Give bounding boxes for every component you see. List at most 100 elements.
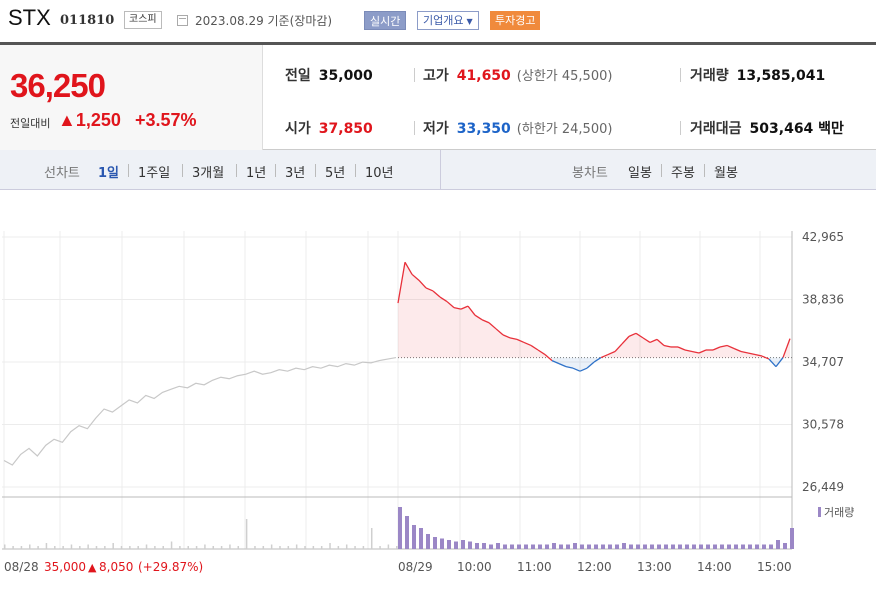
volume-bar: [419, 528, 423, 549]
x-axis: 08/29 10:00 11:00 12:00 13:00 14:00 15:00: [398, 560, 792, 574]
volume-bar: [629, 544, 633, 549]
volume-bar: [187, 546, 189, 549]
volume-bar: [270, 544, 273, 549]
volume-bar: [279, 546, 281, 549]
area-segment: [573, 357, 580, 372]
area-segment: [636, 333, 643, 358]
price-segment: [614, 343, 623, 352]
volume-bar: [12, 546, 14, 549]
prev-day-close: 35,000: [44, 560, 86, 574]
price-segment: [586, 361, 595, 369]
area-segment: [566, 357, 573, 369]
volume-bar: [37, 546, 39, 549]
volume-legend-swatch: [818, 507, 821, 517]
price-segment: [740, 350, 749, 354]
open-price: 시가 37,850: [285, 118, 373, 138]
volume-bar: [671, 544, 675, 549]
divider: [680, 68, 681, 82]
volume-bar: [104, 546, 106, 549]
volume-bar: [195, 546, 198, 549]
price-segment: [397, 262, 406, 304]
volume-bar: [433, 537, 437, 549]
price-segment: [677, 346, 686, 351]
prev-day-summary: 08/28 35,000 ▲ 8,050 (+29.87%): [4, 560, 203, 574]
volume-bar: [154, 546, 156, 549]
volume-bar: [20, 546, 23, 549]
triangle-down-icon: ▼: [466, 17, 473, 26]
area-segment: [447, 301, 454, 358]
volume-bar: [608, 544, 612, 549]
tab-monthly[interactable]: 월봉: [714, 166, 738, 181]
realtime-button[interactable]: 실시간: [364, 11, 407, 30]
tab-3m[interactable]: 3개월: [192, 166, 225, 181]
volume-bar: [112, 543, 114, 549]
volume: 거래량 13,585,041: [690, 65, 825, 85]
price-segment: [474, 314, 483, 321]
divider: [440, 150, 441, 190]
volume-bar: [755, 544, 759, 549]
volume-bar: [601, 544, 605, 549]
area-segment: [664, 345, 671, 358]
area-segment: [426, 287, 433, 358]
divider: [275, 164, 276, 177]
volume-bar: [426, 534, 430, 549]
open-label: 시가: [285, 121, 311, 137]
volume-bar: [320, 546, 323, 549]
price-segment: [544, 354, 553, 362]
volume-bar: [650, 544, 654, 549]
tab-5y[interactable]: 5년: [325, 166, 346, 181]
price-segment: [719, 344, 728, 348]
area-segment: [629, 333, 636, 358]
prev-close-label: 전일: [285, 68, 311, 84]
open-value: 37,850: [318, 121, 373, 137]
volume-bar: [461, 540, 465, 549]
tab-1y[interactable]: 1년: [246, 166, 267, 181]
tab-10y[interactable]: 10년: [365, 166, 394, 181]
area-segment: [657, 339, 664, 358]
price-segment: [733, 347, 742, 353]
high-value: 41,650: [456, 68, 511, 84]
volume-bar: [229, 544, 231, 549]
price-segment: [488, 322, 497, 330]
price-segment: [565, 366, 574, 369]
volume-bar: [587, 544, 591, 549]
volume-bar: [287, 546, 290, 549]
tab-3y[interactable]: 3년: [285, 166, 306, 181]
company-overview-dropdown[interactable]: 기업개요 ▼: [417, 11, 479, 30]
volume-bar: [489, 544, 493, 549]
volume-bar: [699, 544, 703, 549]
area-segment: [489, 322, 496, 358]
volume-bar: [580, 544, 584, 549]
divider: [661, 164, 662, 177]
price-segment: [656, 338, 665, 346]
price-box: 36,250 전일대비 ▲1,250 +3.57%: [0, 45, 263, 150]
area-segment: [461, 306, 468, 358]
company-overview-label: 기업개요: [423, 14, 464, 27]
tab-1d[interactable]: 1일: [98, 166, 120, 181]
area-segment: [419, 280, 426, 358]
prev-day-line: [3, 356, 397, 466]
volume-bar: [129, 546, 131, 549]
price-segment: [635, 332, 644, 339]
tab-daily[interactable]: 일봉: [628, 166, 652, 181]
area-segment: [615, 343, 622, 358]
volume-bar: [220, 546, 223, 549]
calendar-icon: [177, 15, 188, 26]
volume-bar: [615, 544, 619, 549]
volume-bar: [95, 546, 98, 549]
volume-bar: [552, 543, 556, 549]
divider: [315, 164, 316, 177]
area-segment: [699, 349, 706, 358]
volume-bar: [769, 544, 773, 549]
x-tick-label: 10:00: [457, 560, 492, 574]
tab-1w[interactable]: 1주일: [138, 166, 171, 181]
price-segment: [558, 363, 567, 368]
y-tick-label: 38,836: [802, 293, 844, 307]
divider: [414, 68, 415, 82]
volume-bar: [559, 544, 563, 549]
investment-warning-badge[interactable]: 투자경고: [490, 11, 541, 30]
lower-limit: (하한가 24,500): [516, 122, 613, 137]
tab-weekly[interactable]: 주봉: [671, 166, 695, 181]
volume-bar: [713, 544, 717, 549]
volume-bar: [396, 546, 398, 549]
